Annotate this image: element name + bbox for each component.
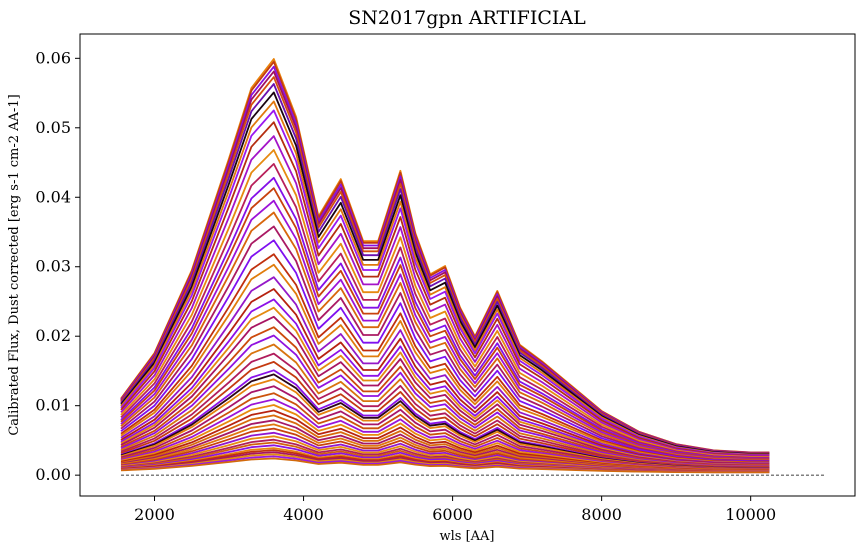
x-tick-label: 2000 <box>134 505 175 524</box>
series-line-17 <box>120 211 770 461</box>
series-line-13 <box>120 162 770 459</box>
series-line-18 <box>120 225 770 462</box>
series-line-29 <box>120 343 770 468</box>
x-tick-label: 10000 <box>725 505 776 524</box>
y-tick-label: 0.00 <box>35 465 71 484</box>
x-tick-label: 4000 <box>283 505 324 524</box>
y-tick-label: 0.04 <box>35 187 71 206</box>
series-line-16 <box>120 199 770 461</box>
y-tick-label: 0.01 <box>35 396 71 415</box>
series-line-54 <box>120 457 770 474</box>
series-line-26 <box>120 315 770 467</box>
series-line-25 <box>120 306 770 466</box>
series-line-7 <box>120 91 770 455</box>
x-tick-label: 6000 <box>432 505 473 524</box>
y-tick-label: 0.05 <box>35 118 71 137</box>
series-line-1 <box>120 58 770 454</box>
y-axis-ticks: 0.00 0.01 0.02 0.03 0.04 0.05 0.06 <box>35 48 80 484</box>
series-line-10 <box>120 121 770 457</box>
y-axis-label: Calibrated Flux, Dust corrected [erg s-1… <box>7 94 22 435</box>
series-line-15 <box>120 187 770 460</box>
series-line-22 <box>120 276 770 465</box>
series-line-2 <box>120 60 770 454</box>
series-line-20 <box>120 253 770 464</box>
y-tick-label: 0.03 <box>35 257 71 276</box>
y-tick-label: 0.02 <box>35 326 71 345</box>
plot-frame <box>79 33 856 497</box>
x-axis-ticks: 2000 4000 6000 8000 10000 <box>134 496 776 524</box>
series-line-24 <box>120 298 770 466</box>
chart-title: SN2017gpn ARTIFICIAL <box>348 7 586 29</box>
series-line-11 <box>120 135 770 458</box>
series-line-19 <box>120 239 770 463</box>
y-tick-label: 0.06 <box>35 48 71 67</box>
series-line-9 <box>120 109 770 456</box>
series-line-21 <box>120 263 770 464</box>
x-axis-label: wls [AA] <box>439 529 494 544</box>
x-tick-label: 8000 <box>581 505 622 524</box>
series-line-14 <box>120 176 770 460</box>
series-line-27 <box>120 326 770 467</box>
series-line-28 <box>120 334 770 468</box>
series-line-31 <box>120 360 770 469</box>
series-layer <box>120 58 770 474</box>
series-line-8 <box>120 100 770 456</box>
series-line-23 <box>120 288 770 465</box>
series-line-12 <box>120 149 770 458</box>
series-line-30 <box>120 352 770 469</box>
